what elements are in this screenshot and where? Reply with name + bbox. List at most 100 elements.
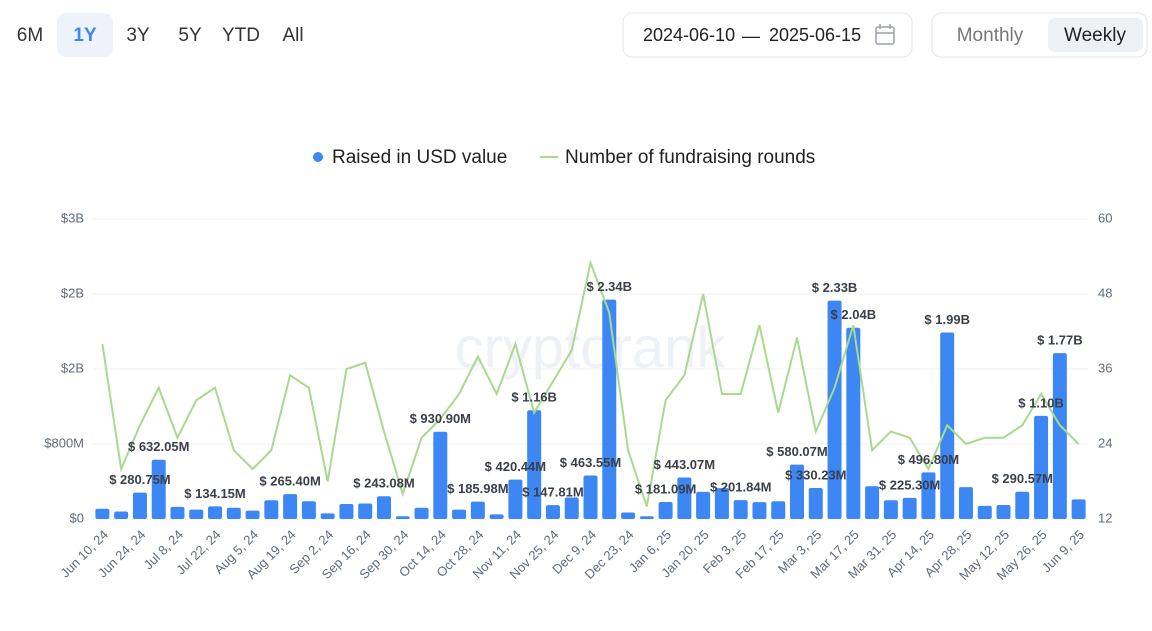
- value-label: $ 1.99B: [924, 312, 970, 327]
- value-label: $ 2.33B: [812, 280, 858, 295]
- bar: [564, 497, 579, 519]
- interval-button[interactable]: Weekly: [1064, 25, 1126, 46]
- value-label: $ 147.81M: [522, 485, 583, 500]
- bar: [733, 500, 748, 519]
- date-range[interactable]: [622, 12, 913, 58]
- period-button[interactable]: 3Y: [126, 25, 150, 46]
- y2-tick-label: 24: [1098, 435, 1112, 450]
- bar: [621, 512, 636, 519]
- value-label: $ 420.44M: [485, 459, 546, 474]
- y2-tick-label: 48: [1098, 285, 1112, 300]
- bar: [114, 511, 129, 519]
- interval-button[interactable]: Monthly: [957, 25, 1024, 46]
- value-label: $ 243.08M: [353, 476, 414, 491]
- value-label: $ 185.98M: [447, 481, 508, 496]
- legend-marker: [313, 152, 323, 162]
- bar: [320, 513, 335, 519]
- line: [101, 259, 1080, 507]
- bar: [696, 491, 711, 519]
- period-button[interactable]: All: [282, 25, 303, 46]
- bar: [658, 502, 673, 519]
- bar: [414, 507, 429, 519]
- bar: [1052, 353, 1067, 519]
- period-button[interactable]: YTD: [222, 25, 260, 46]
- bar: [264, 500, 279, 519]
- bar: [508, 479, 523, 519]
- date-to: 2025-06-15: [769, 25, 861, 45]
- y-tick-label: $0: [70, 510, 84, 525]
- value-label: $ 1.77B: [1037, 333, 1083, 348]
- value-label: $ 496.80M: [898, 452, 959, 467]
- bar: [790, 464, 805, 519]
- bar: [527, 410, 542, 519]
- period-button[interactable]: 1Y: [73, 25, 97, 46]
- legend-label: Raised in USD value: [332, 147, 507, 168]
- value-label: $ 1.10B: [1018, 395, 1064, 410]
- value-label: $ 181.09M: [635, 481, 696, 496]
- bar: [395, 516, 410, 519]
- legend-label: Number of fundraising rounds: [565, 147, 815, 168]
- bar: [958, 487, 973, 519]
- bar: [602, 299, 617, 519]
- bar: [827, 300, 842, 519]
- y-tick-label: $2B: [61, 360, 84, 375]
- bar: [714, 488, 729, 519]
- y2-tick-label: 36: [1098, 360, 1112, 375]
- bar: [132, 492, 147, 519]
- bar: [677, 477, 692, 519]
- calendar-icon: [875, 24, 895, 45]
- bar: [846, 327, 861, 519]
- bar: [883, 500, 898, 519]
- bar: [583, 475, 598, 519]
- bar: [752, 502, 767, 519]
- value-label: $ 1.16B: [511, 390, 557, 405]
- bar: [170, 506, 185, 519]
- bar: [208, 506, 223, 519]
- value-label: $ 2.04B: [831, 307, 877, 322]
- interval-selected-bg: [1048, 18, 1143, 52]
- bar: [977, 505, 992, 519]
- bar: [226, 507, 241, 519]
- bar: [1015, 491, 1030, 519]
- bar: [452, 509, 467, 519]
- bar: [95, 508, 110, 519]
- period-selected-bg: [57, 13, 113, 57]
- bar: [921, 472, 936, 519]
- value-label: $ 632.05M: [128, 439, 189, 454]
- value-label: $ 280.75M: [109, 472, 170, 487]
- bar: [902, 497, 917, 519]
- bar: [433, 431, 448, 519]
- y-tick-label: $800M: [44, 435, 84, 450]
- value-label: $ 225.30M: [879, 477, 940, 492]
- value-label: $ 330.23M: [785, 467, 846, 482]
- y-tick-label: $3B: [61, 210, 84, 225]
- value-label: $ 265.40M: [259, 474, 320, 489]
- bar: [339, 504, 354, 519]
- value-label: $ 463.55M: [560, 455, 621, 470]
- value-label: $ 2.34B: [587, 279, 633, 294]
- value-label: $ 443.07M: [654, 457, 715, 472]
- value-label: $ 580.07M: [766, 444, 827, 459]
- bar: [639, 516, 654, 519]
- value-label: $ 201.84M: [710, 480, 771, 495]
- bar: [865, 486, 880, 519]
- value-label: $ 134.15M: [184, 486, 245, 501]
- value-label: $ 930.90M: [410, 411, 471, 426]
- y2-tick-label: 60: [1098, 210, 1112, 225]
- bar: [245, 510, 260, 519]
- date-separator: —: [742, 26, 760, 46]
- bar: [1071, 499, 1086, 519]
- bar: [376, 496, 391, 519]
- bar: [358, 503, 373, 519]
- y-tick-label: $2B: [61, 285, 84, 300]
- bar: [189, 509, 204, 519]
- bar: [283, 494, 298, 519]
- date-from: 2024-06-10: [643, 25, 735, 45]
- period-button[interactable]: 6M: [17, 25, 43, 46]
- bar: [489, 514, 504, 519]
- period-button[interactable]: 5Y: [178, 25, 202, 46]
- bar: [996, 504, 1011, 519]
- bar: [301, 501, 316, 519]
